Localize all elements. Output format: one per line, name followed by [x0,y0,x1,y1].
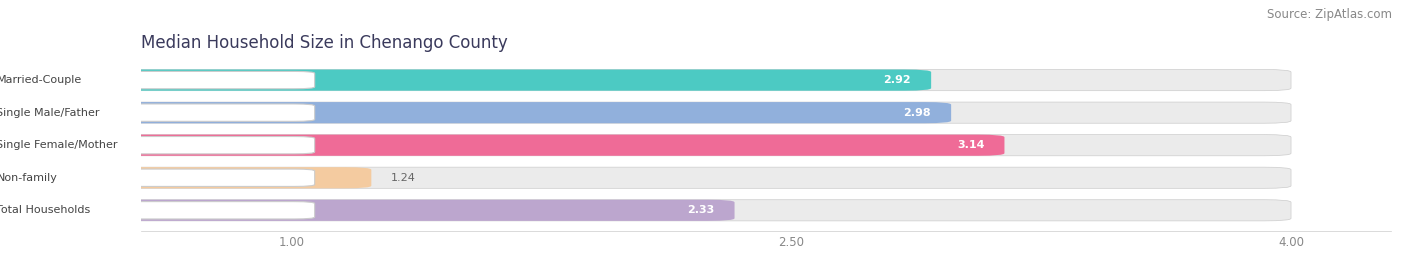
Text: 1.24: 1.24 [391,173,416,183]
FancyBboxPatch shape [0,104,315,121]
FancyBboxPatch shape [0,72,315,89]
FancyBboxPatch shape [0,169,315,186]
FancyBboxPatch shape [0,167,371,188]
Text: 2.33: 2.33 [688,205,714,215]
FancyBboxPatch shape [0,102,950,123]
FancyBboxPatch shape [0,102,1291,123]
Text: Married-Couple: Married-Couple [0,75,82,85]
FancyBboxPatch shape [0,137,315,154]
Text: Single Male/Father: Single Male/Father [0,108,100,118]
FancyBboxPatch shape [0,202,315,219]
Text: Source: ZipAtlas.com: Source: ZipAtlas.com [1267,8,1392,21]
Text: 2.98: 2.98 [904,108,931,118]
Text: 2.92: 2.92 [883,75,911,85]
Text: Non-family: Non-family [0,173,58,183]
FancyBboxPatch shape [0,134,1291,156]
Text: 3.14: 3.14 [957,140,984,150]
Text: Total Households: Total Households [0,205,91,215]
FancyBboxPatch shape [0,200,734,221]
FancyBboxPatch shape [0,134,1004,156]
Text: Single Female/Mother: Single Female/Mother [0,140,118,150]
FancyBboxPatch shape [0,69,931,91]
FancyBboxPatch shape [0,167,1291,188]
Text: Median Household Size in Chenango County: Median Household Size in Chenango County [142,34,508,52]
FancyBboxPatch shape [0,69,1291,91]
FancyBboxPatch shape [0,200,1291,221]
